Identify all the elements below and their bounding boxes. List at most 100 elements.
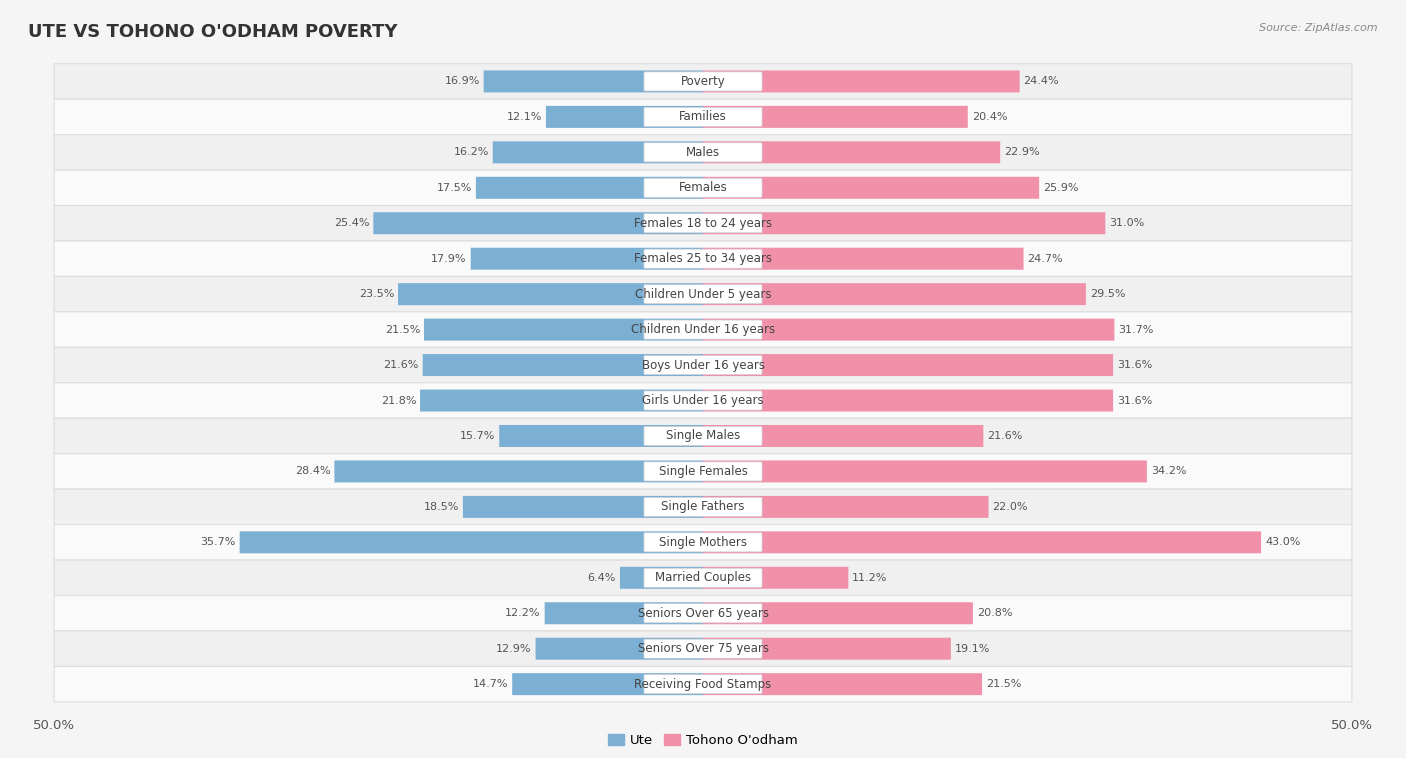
Text: Girls Under 16 years: Girls Under 16 years [643,394,763,407]
Text: Boys Under 16 years: Boys Under 16 years [641,359,765,371]
Text: 28.4%: 28.4% [295,466,330,477]
Text: 21.5%: 21.5% [385,324,420,334]
FancyBboxPatch shape [423,354,703,376]
FancyBboxPatch shape [703,70,1019,92]
FancyBboxPatch shape [703,390,1114,412]
FancyBboxPatch shape [703,637,950,659]
FancyBboxPatch shape [53,241,1353,277]
FancyBboxPatch shape [703,425,983,447]
FancyBboxPatch shape [53,277,1353,312]
FancyBboxPatch shape [53,596,1353,631]
Text: Females 18 to 24 years: Females 18 to 24 years [634,217,772,230]
FancyBboxPatch shape [53,454,1353,489]
Text: 31.6%: 31.6% [1116,360,1153,370]
Text: Seniors Over 75 years: Seniors Over 75 years [637,642,769,655]
Text: 31.0%: 31.0% [1109,218,1144,228]
FancyBboxPatch shape [544,603,703,625]
FancyBboxPatch shape [53,666,1353,702]
FancyBboxPatch shape [484,70,703,92]
FancyBboxPatch shape [499,425,703,447]
FancyBboxPatch shape [703,212,1105,234]
Text: Single Mothers: Single Mothers [659,536,747,549]
Text: 22.9%: 22.9% [1004,147,1039,158]
Text: 31.6%: 31.6% [1116,396,1153,406]
Text: Seniors Over 65 years: Seniors Over 65 years [637,606,769,620]
Text: 16.9%: 16.9% [444,77,479,86]
FancyBboxPatch shape [644,72,762,91]
FancyBboxPatch shape [644,178,762,197]
Text: 14.7%: 14.7% [472,679,509,689]
FancyBboxPatch shape [703,141,1000,163]
FancyBboxPatch shape [644,356,762,374]
FancyBboxPatch shape [703,248,1024,270]
Text: 21.8%: 21.8% [381,396,416,406]
FancyBboxPatch shape [703,177,1039,199]
Text: 22.0%: 22.0% [993,502,1028,512]
FancyBboxPatch shape [644,603,762,623]
FancyBboxPatch shape [475,177,703,199]
Text: Children Under 5 years: Children Under 5 years [634,287,772,301]
FancyBboxPatch shape [703,567,848,589]
FancyBboxPatch shape [703,318,1115,340]
FancyBboxPatch shape [644,108,762,127]
FancyBboxPatch shape [644,249,762,268]
Text: 12.1%: 12.1% [506,112,543,122]
FancyBboxPatch shape [703,460,1147,482]
FancyBboxPatch shape [644,675,762,694]
Text: UTE VS TOHONO O'ODHAM POVERTY: UTE VS TOHONO O'ODHAM POVERTY [28,23,398,41]
FancyBboxPatch shape [335,460,703,482]
FancyBboxPatch shape [703,106,967,128]
Text: Females 25 to 34 years: Females 25 to 34 years [634,252,772,265]
FancyBboxPatch shape [53,525,1353,560]
Text: 21.6%: 21.6% [384,360,419,370]
FancyBboxPatch shape [644,320,762,339]
Text: Source: ZipAtlas.com: Source: ZipAtlas.com [1260,23,1378,33]
Text: 11.2%: 11.2% [852,573,887,583]
Text: Females: Females [679,181,727,194]
Text: 31.7%: 31.7% [1118,324,1154,334]
FancyBboxPatch shape [620,567,703,589]
FancyBboxPatch shape [53,560,1353,596]
Text: 23.5%: 23.5% [359,289,394,299]
Text: Children Under 16 years: Children Under 16 years [631,323,775,336]
Text: Single Males: Single Males [666,430,740,443]
FancyBboxPatch shape [374,212,703,234]
FancyBboxPatch shape [53,418,1353,454]
Text: 21.5%: 21.5% [986,679,1021,689]
FancyBboxPatch shape [703,603,973,625]
FancyBboxPatch shape [644,568,762,587]
FancyBboxPatch shape [53,205,1353,241]
FancyBboxPatch shape [644,143,762,162]
FancyBboxPatch shape [420,390,703,412]
FancyBboxPatch shape [703,531,1261,553]
FancyBboxPatch shape [512,673,703,695]
FancyBboxPatch shape [644,427,762,446]
FancyBboxPatch shape [546,106,703,128]
FancyBboxPatch shape [239,531,703,553]
Text: 29.5%: 29.5% [1090,289,1125,299]
FancyBboxPatch shape [398,283,703,305]
FancyBboxPatch shape [644,533,762,552]
FancyBboxPatch shape [644,284,762,304]
FancyBboxPatch shape [53,347,1353,383]
Text: Poverty: Poverty [681,75,725,88]
Text: Single Fathers: Single Fathers [661,500,745,513]
Text: Males: Males [686,146,720,159]
FancyBboxPatch shape [536,637,703,659]
Text: 21.6%: 21.6% [987,431,1022,441]
Text: 20.4%: 20.4% [972,112,1007,122]
Text: 25.9%: 25.9% [1043,183,1078,193]
Text: 6.4%: 6.4% [588,573,616,583]
FancyBboxPatch shape [644,497,762,516]
FancyBboxPatch shape [703,673,981,695]
FancyBboxPatch shape [492,141,703,163]
Text: 24.4%: 24.4% [1024,77,1059,86]
Text: 15.7%: 15.7% [460,431,495,441]
FancyBboxPatch shape [644,639,762,658]
Legend: Ute, Tohono O'odham: Ute, Tohono O'odham [603,728,803,752]
FancyBboxPatch shape [53,135,1353,170]
FancyBboxPatch shape [703,283,1085,305]
FancyBboxPatch shape [53,170,1353,205]
Text: 43.0%: 43.0% [1265,537,1301,547]
Text: 12.2%: 12.2% [505,608,541,619]
